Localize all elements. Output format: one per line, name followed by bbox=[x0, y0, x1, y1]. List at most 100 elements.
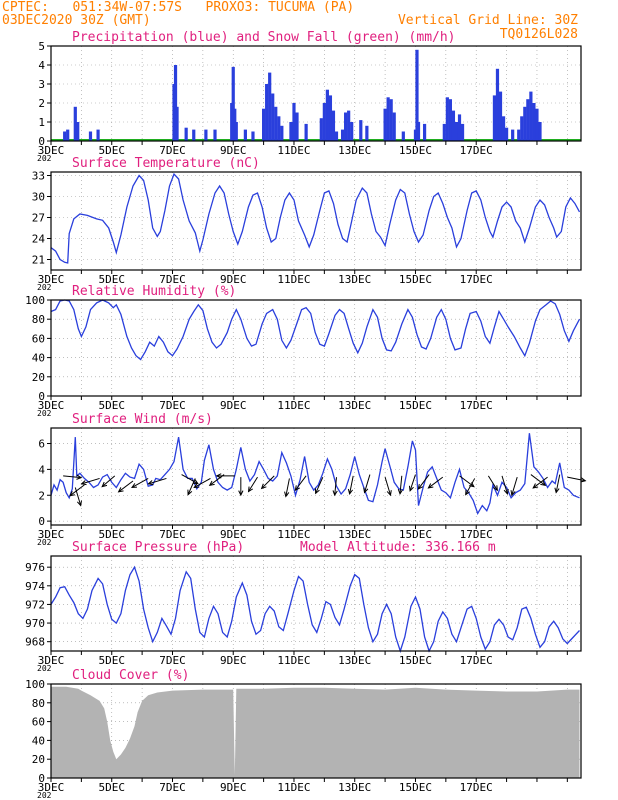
wind-arrow-head bbox=[208, 480, 215, 487]
y-tick-label: 0 bbox=[38, 772, 45, 785]
y-tick-label: 21 bbox=[32, 254, 45, 267]
header: CPTEC: 051:34W-07:57S PROXO3: TUCUMA (PA… bbox=[2, 0, 578, 42]
panel-frame bbox=[50, 555, 582, 652]
wind-arrow-head bbox=[554, 487, 560, 494]
header-model-code: TQ0126L028 bbox=[500, 27, 578, 42]
precip-bar bbox=[445, 97, 449, 141]
precip-bar bbox=[289, 122, 293, 141]
precip-bar bbox=[389, 99, 393, 141]
precip-bar bbox=[454, 122, 459, 141]
precip-bar bbox=[495, 68, 500, 141]
wind-arrow bbox=[131, 478, 149, 488]
x-year-hint: 202 bbox=[37, 154, 52, 163]
x-tick-label: 5DEC bbox=[98, 654, 125, 667]
y-tick-label: 60 bbox=[32, 716, 45, 729]
wind-arrow bbox=[530, 474, 546, 486]
precip-bar bbox=[268, 72, 272, 141]
precip-bar bbox=[529, 91, 533, 141]
wind-arrow bbox=[349, 475, 354, 494]
wind-arrow bbox=[567, 476, 586, 482]
y-tick-label: 2 bbox=[38, 489, 45, 502]
wind-arrow-head bbox=[314, 488, 320, 495]
x-tick-label: 3DEC bbox=[38, 144, 65, 157]
precip-bar bbox=[76, 122, 80, 141]
precip-bar bbox=[271, 93, 275, 141]
wind-arrow-head bbox=[76, 474, 83, 480]
x-tick-label: 13DEC bbox=[338, 528, 371, 541]
precip-bar bbox=[498, 91, 503, 141]
x-tick-label: 5DEC bbox=[98, 144, 125, 157]
x-tick-label: 15DEC bbox=[399, 781, 432, 794]
x-tick-label: 3DEC bbox=[38, 399, 65, 412]
wind-arrow bbox=[501, 475, 508, 494]
x-tick-label: 17DEC bbox=[460, 273, 493, 286]
precip-bar bbox=[523, 106, 527, 141]
panel-title: Precipitation (blue) and Snow Fall (gree… bbox=[72, 30, 456, 45]
wind-arrow bbox=[194, 478, 211, 488]
precip-bar bbox=[457, 114, 462, 141]
wind-arrow-head bbox=[294, 485, 300, 492]
x-tick-label: 13DEC bbox=[338, 654, 371, 667]
panel-subtitle: Model Altitude: 336.166 m bbox=[300, 540, 496, 555]
precip-bar bbox=[538, 122, 542, 141]
wind-arrow bbox=[285, 478, 290, 497]
wind-arrow bbox=[334, 477, 337, 496]
y-tick-label: 40 bbox=[32, 352, 45, 365]
x-tick-label: 11DEC bbox=[277, 781, 310, 794]
panel-frame bbox=[50, 171, 582, 271]
precip-bar bbox=[331, 110, 336, 141]
x-tick-label: 7DEC bbox=[159, 781, 186, 794]
precip-bar bbox=[365, 125, 369, 141]
x-tick-label: 17DEC bbox=[460, 528, 493, 541]
wind-arrow-head bbox=[465, 489, 471, 496]
y-tick-label: 100 bbox=[25, 678, 45, 691]
x-tick-label: 17DEC bbox=[460, 144, 493, 157]
precip-bar bbox=[347, 110, 351, 141]
cloud-cover-area bbox=[51, 686, 580, 778]
precip-bar bbox=[442, 123, 446, 141]
precip-bar bbox=[344, 112, 348, 141]
series-line-pres bbox=[50, 565, 580, 654]
wind-arrow bbox=[69, 484, 85, 497]
x-tick-label: 9DEC bbox=[220, 528, 247, 541]
panel-precip: 0 1 2 3 4 5 3DEC 5DEC 7DEC 9DEC 11DEC 13DEC 15DEC 17D… bbox=[37, 30, 582, 163]
y-tick-label: 4 bbox=[38, 463, 45, 476]
wind-arrow-head bbox=[193, 483, 200, 488]
wind-arrow bbox=[187, 478, 196, 495]
wind-arrow-head bbox=[492, 485, 498, 492]
panel-frame bbox=[50, 427, 582, 526]
x-tick-label: 13DEC bbox=[338, 781, 371, 794]
wind-arrow bbox=[118, 480, 134, 493]
x-tick-label: 13DEC bbox=[338, 144, 371, 157]
panel-wind: 0 2 4 6 3DEC 5DEC 7DEC 9DEC 11DEC 13DEC 15DEC 17DEC… bbox=[37, 412, 587, 547]
wind-arrow-head bbox=[532, 483, 539, 489]
x-year-hint: 202 bbox=[37, 283, 52, 292]
panel-cloud: 0 20 40 60 80 100 3DEC 5DEC 7DEC 9DEC 11DEC 13DEC 15… bbox=[25, 668, 582, 800]
wind-arrow bbox=[487, 475, 498, 491]
y-tick-label: 970 bbox=[25, 617, 45, 630]
precip-bar bbox=[535, 108, 539, 141]
x-tick-label: 15DEC bbox=[399, 273, 432, 286]
x-tick-label: 9DEC bbox=[220, 144, 247, 157]
precip-bar bbox=[73, 106, 77, 141]
wind-arrow-head bbox=[427, 483, 434, 489]
y-tick-label: 3 bbox=[38, 78, 45, 91]
x-tick-label: 11DEC bbox=[277, 273, 310, 286]
precip-bar bbox=[532, 103, 536, 141]
wind-arrow-head bbox=[130, 483, 138, 488]
y-tick-label: 30 bbox=[32, 191, 45, 204]
wind-arrow-head bbox=[192, 479, 199, 485]
precip-bar bbox=[383, 108, 387, 141]
precip-bar bbox=[175, 106, 179, 141]
wind-arrow bbox=[209, 474, 225, 486]
y-tick-label: 0 bbox=[38, 390, 45, 403]
x-tick-label: 5DEC bbox=[98, 781, 125, 794]
x-tick-label: 11DEC bbox=[277, 654, 310, 667]
wind-arrow-head bbox=[503, 488, 509, 495]
x-year-hint: 202 bbox=[37, 791, 52, 800]
series-line-temp bbox=[50, 172, 581, 264]
x-tick-label: 15DEC bbox=[399, 528, 432, 541]
precip-bar bbox=[504, 127, 509, 141]
wind-arrow-head bbox=[247, 486, 254, 493]
